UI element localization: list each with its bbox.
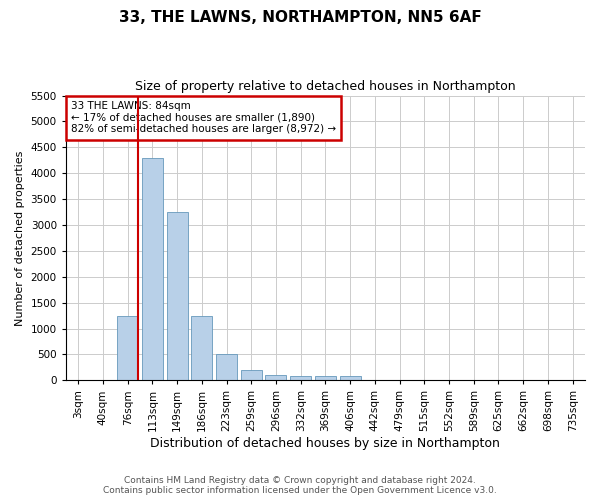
Bar [216, 354, 237, 380]
Bar [290, 376, 311, 380]
Bar [167, 212, 188, 380]
X-axis label: Distribution of detached houses by size in Northampton: Distribution of detached houses by size … [151, 437, 500, 450]
Bar [117, 316, 138, 380]
Bar [191, 316, 212, 380]
Y-axis label: Number of detached properties: Number of detached properties [15, 150, 25, 326]
Text: 33, THE LAWNS, NORTHAMPTON, NN5 6AF: 33, THE LAWNS, NORTHAMPTON, NN5 6AF [119, 10, 481, 25]
Bar [315, 376, 336, 380]
Bar [340, 376, 361, 380]
Text: 33 THE LAWNS: 84sqm
← 17% of detached houses are smaller (1,890)
82% of semi-det: 33 THE LAWNS: 84sqm ← 17% of detached ho… [71, 102, 336, 134]
Bar [241, 370, 262, 380]
Bar [265, 375, 286, 380]
Bar [142, 158, 163, 380]
Text: Contains HM Land Registry data © Crown copyright and database right 2024.
Contai: Contains HM Land Registry data © Crown c… [103, 476, 497, 495]
Title: Size of property relative to detached houses in Northampton: Size of property relative to detached ho… [135, 80, 516, 93]
